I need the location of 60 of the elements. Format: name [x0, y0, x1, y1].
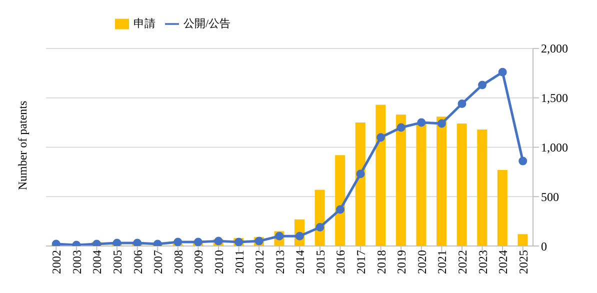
x-tick-label: 2016 — [334, 250, 348, 274]
x-tick-label: 2022 — [456, 250, 470, 274]
bar — [355, 122, 366, 246]
x-tick-label: 2020 — [414, 250, 429, 274]
y-tick-label: 0 — [541, 239, 547, 254]
x-tick-label: 2007 — [151, 250, 166, 274]
x-tick-label: 2008 — [171, 250, 186, 274]
x-tick-label: 2011 — [232, 250, 246, 274]
x-tick-label: 2015 — [313, 250, 328, 274]
x-tick-label: 2019 — [394, 250, 409, 274]
point — [376, 133, 386, 142]
bar — [436, 116, 447, 246]
bar — [518, 234, 528, 246]
x-tick-label: 2014 — [293, 250, 308, 274]
x-tick-label: 2010 — [212, 250, 226, 274]
point — [153, 240, 162, 246]
x-tick-label: 2003 — [70, 250, 84, 274]
x-tick-label: 2005 — [110, 250, 125, 274]
point — [437, 119, 446, 128]
x-tick-label: 2013 — [272, 250, 287, 274]
x-tick-label: 2006 — [130, 250, 145, 274]
point — [417, 118, 426, 127]
point — [396, 123, 406, 132]
point — [498, 68, 507, 76]
point — [214, 236, 223, 246]
x-tick-label: 2004 — [90, 250, 104, 274]
x-tick-label: 2021 — [435, 250, 450, 274]
legend-label: 申請 — [133, 18, 156, 30]
y-tick-label: 500 — [541, 190, 559, 204]
x-tick-label: 2024 — [496, 250, 510, 274]
point — [356, 170, 365, 178]
bar — [477, 129, 488, 246]
bar — [376, 104, 386, 246]
bar — [497, 170, 508, 246]
x-tick-label: 2002 — [50, 250, 64, 274]
point — [478, 80, 487, 90]
bar — [416, 124, 426, 246]
point — [518, 156, 528, 166]
point — [133, 238, 142, 246]
x-tick-label: 2023 — [476, 250, 490, 274]
point — [458, 100, 466, 108]
y-tick-label: 1,000 — [541, 140, 568, 154]
point — [194, 238, 202, 246]
point — [336, 205, 344, 214]
x-tick-label: 2017 — [354, 250, 368, 274]
point — [52, 240, 60, 246]
x-tick-label: 2009 — [192, 250, 206, 274]
bar — [335, 155, 346, 246]
point — [92, 240, 101, 246]
x-tick-label: 2025 — [516, 250, 530, 274]
bar — [456, 124, 467, 246]
y-axis-title: Number of patents — [16, 100, 30, 192]
y-tick-label: 2,000 — [541, 42, 568, 56]
point — [174, 238, 182, 246]
x-tick-label: 2018 — [374, 250, 388, 274]
y-tick-label: 1,500 — [541, 91, 568, 106]
legend-label: 公開/公告 — [183, 18, 231, 30]
x-tick-label: 2012 — [252, 250, 267, 274]
point — [316, 222, 324, 232]
bar — [396, 114, 406, 246]
